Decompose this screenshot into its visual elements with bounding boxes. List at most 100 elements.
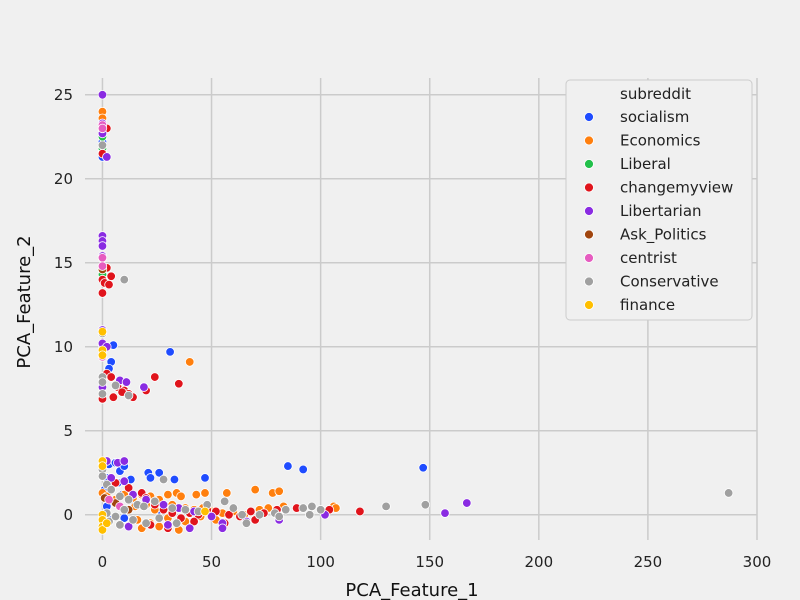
data-point	[150, 372, 160, 382]
legend-entry-label: Ask_Politics	[620, 226, 707, 245]
legend-entry-label: Economics	[620, 132, 701, 150]
data-point	[154, 521, 164, 532]
data-point	[102, 518, 112, 528]
y-axis-label: PCA_Feature_2	[14, 235, 35, 368]
x-axis-ticks: 0 50 100 150 200 250 300	[98, 553, 772, 571]
data-point	[381, 501, 391, 512]
legend-entry-label: Conservative	[620, 273, 719, 291]
data-point	[123, 494, 134, 505]
data-point	[97, 140, 108, 150]
data-point	[418, 463, 428, 473]
data-point	[305, 510, 315, 520]
legend-entry-label: finance	[620, 296, 675, 314]
data-point	[106, 484, 116, 495]
data-point	[97, 471, 108, 481]
data-point	[119, 274, 129, 285]
legend-entry-label: socialism	[620, 108, 689, 126]
legend-marker	[584, 276, 594, 287]
data-point	[139, 382, 149, 392]
data-point	[180, 505, 191, 515]
data-point	[165, 347, 175, 357]
data-point	[97, 90, 108, 100]
x-tick-label: 0	[98, 553, 108, 571]
data-point	[222, 488, 232, 498]
x-tick-label: 200	[524, 553, 553, 571]
y-tick-label: 20	[54, 170, 73, 188]
data-point	[97, 253, 108, 263]
data-point	[102, 152, 112, 162]
data-point	[104, 279, 114, 290]
data-point	[97, 461, 108, 471]
data-point	[110, 380, 121, 391]
legend-marker	[584, 182, 594, 193]
data-point	[97, 525, 108, 535]
data-points	[97, 90, 734, 535]
y-tick-label: 15	[54, 254, 73, 272]
data-point	[440, 508, 450, 518]
y-tick-label: 0	[63, 506, 73, 524]
data-point	[163, 520, 173, 530]
data-point	[281, 505, 291, 515]
data-point	[108, 392, 119, 402]
data-point	[167, 503, 177, 513]
legend: subreddit socialism Economics Liberal chang…	[565, 79, 753, 321]
data-point	[254, 510, 265, 520]
data-point	[123, 483, 134, 493]
data-point	[315, 505, 326, 515]
data-point	[154, 468, 164, 478]
data-point	[224, 510, 234, 520]
data-point	[97, 261, 108, 271]
legend-marker	[584, 135, 594, 146]
x-tick-label: 100	[306, 553, 335, 571]
data-point	[283, 461, 293, 471]
data-point	[119, 476, 129, 486]
data-point	[200, 473, 210, 483]
data-point	[115, 520, 125, 530]
data-point	[219, 496, 230, 507]
data-point	[185, 523, 195, 533]
data-point	[217, 523, 228, 533]
data-point	[723, 488, 734, 498]
legend-box	[565, 79, 753, 321]
data-point	[123, 521, 134, 532]
x-tick-label: 50	[202, 553, 221, 571]
legend-title: subreddit	[620, 85, 691, 103]
data-point	[128, 515, 138, 525]
data-point	[241, 518, 252, 528]
y-tick-label: 25	[54, 86, 73, 104]
data-point	[106, 271, 116, 281]
legend-entry-label: centrist	[620, 249, 677, 267]
data-point	[110, 511, 121, 522]
data-point	[121, 377, 132, 387]
data-point	[307, 501, 317, 512]
x-tick-label: 300	[743, 553, 772, 571]
data-point	[119, 456, 129, 466]
data-point	[123, 390, 134, 401]
legend-entry-label: changemyview	[620, 179, 733, 197]
data-point	[420, 500, 431, 510]
data-point	[298, 503, 308, 513]
data-point	[154, 513, 164, 523]
data-point	[171, 518, 182, 528]
data-point	[158, 474, 169, 485]
data-point	[191, 489, 201, 500]
data-point	[200, 506, 210, 517]
legend-marker	[584, 253, 594, 263]
data-point	[106, 372, 116, 382]
legend-marker	[584, 159, 594, 169]
x-tick-label: 250	[634, 553, 663, 571]
legend-marker	[584, 206, 594, 216]
series-finance	[97, 326, 210, 535]
data-point	[250, 484, 260, 495]
legend-marker	[584, 112, 594, 122]
data-point	[206, 511, 217, 522]
data-point	[97, 241, 108, 251]
data-point	[150, 496, 160, 507]
legend-marker	[584, 229, 594, 240]
x-tick-label: 150	[415, 553, 444, 571]
data-point	[115, 491, 125, 502]
data-point	[228, 503, 239, 513]
data-point	[97, 326, 108, 337]
data-point	[462, 498, 472, 508]
